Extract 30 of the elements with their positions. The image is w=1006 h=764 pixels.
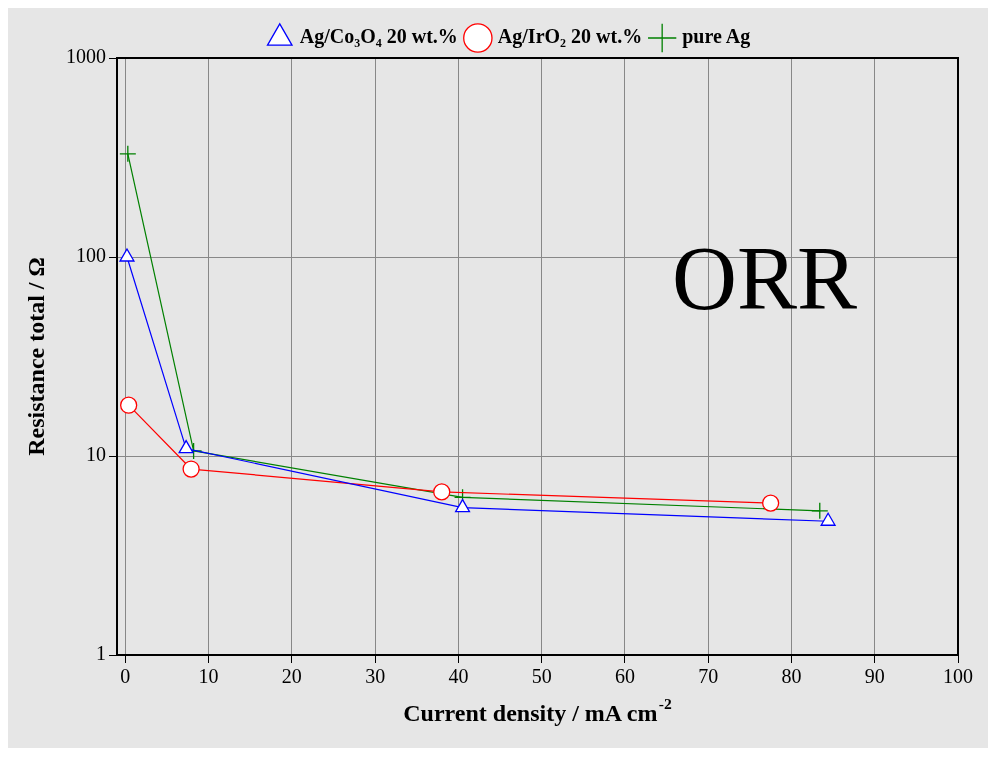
x-tick-label: 10 [198,665,219,688]
x-tick-label: 30 [365,665,386,688]
y-tick-label: 10 [86,443,106,466]
x-tick-label: 40 [448,665,469,688]
legend-label: Ag/Co₃O₄ 20 wt.% [299,25,458,49]
annotation: ORR [672,228,858,328]
legend-label: pure Ag [682,25,751,49]
point [820,512,836,526]
legend-label: Ag/IrO₂ 20 wt.% [497,25,643,49]
x-tick-label: 60 [614,665,635,688]
x-tick-label: 0 [120,665,131,688]
x-tick-label: 80 [781,665,802,688]
point [119,248,135,262]
x-tick-label: 90 [864,665,885,688]
point [454,499,471,513]
y-tick-label: 1 [96,642,106,665]
x-tick-label: 100 [943,665,973,688]
x-tick-label: 50 [531,665,552,688]
y-tick-label: 1000 [66,45,106,68]
y-tick-label: 100 [76,244,106,267]
point [811,502,829,520]
point [119,145,137,163]
point [433,483,451,501]
point [182,460,200,478]
y-axis-title: Resistance total / Ω [23,257,50,456]
point [178,439,194,454]
point [120,396,138,414]
x-tick-label: 20 [281,665,302,688]
point [762,494,780,512]
x-tick-label: 70 [698,665,719,688]
